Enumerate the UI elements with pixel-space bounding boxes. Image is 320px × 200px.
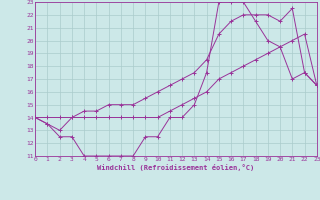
X-axis label: Windchill (Refroidissement éolien,°C): Windchill (Refroidissement éolien,°C) xyxy=(97,164,255,171)
